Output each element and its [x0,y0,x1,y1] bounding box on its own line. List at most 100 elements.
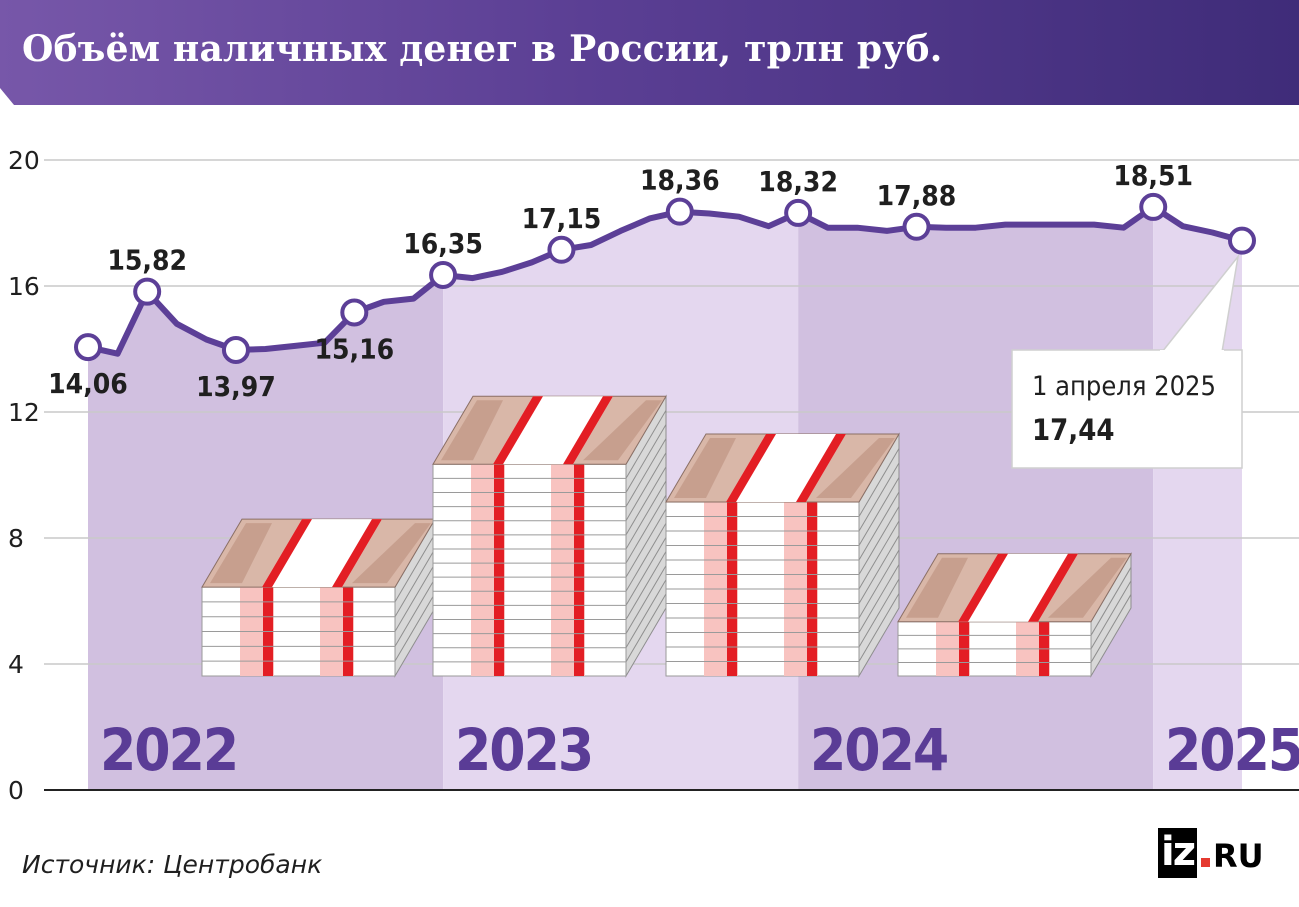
logo-dot [1201,857,1210,867]
stack-side-edge [625,480,667,550]
point-marker [340,298,369,327]
stack-side-edge [858,549,900,619]
page-title: Объём наличных денег в России, трлн руб. [22,28,943,70]
stack-side-edge [625,424,667,493]
stack-2022 [201,517,436,678]
banknote-portrait [441,400,503,461]
data-label: 17,15 [522,202,602,235]
stack-side-edge [858,506,900,575]
banknote-stacks [201,394,1132,678]
strap-stripe [574,464,584,676]
stack-side-edge [858,448,900,517]
y-tick-label: 8 [8,524,24,553]
year-label-2022: 2022 [100,716,237,784]
data-label: 16,35 [403,227,483,260]
y-tick-label: 4 [8,650,24,679]
stack-side-edge [858,535,900,604]
banknote-portrait [906,557,968,618]
stack-side-edge [625,438,667,507]
strap-top-edge [796,434,846,503]
data-label: 17,88 [877,179,957,212]
data-label: 18,51 [1113,159,1193,192]
stack-side-edge [625,551,667,620]
stack-side-edge [625,452,667,521]
stack-side-edge [394,548,436,617]
y-tick-label: 20 [8,146,40,175]
series-line [85,203,1245,357]
stack-side-edge [858,520,900,590]
stack-side-edge [394,592,436,662]
header-banner: Объём наличных денег в России, трлн руб. [0,0,1299,105]
point-markers [74,192,1256,364]
banknote-corner [352,523,431,584]
stack-side-edge [625,508,667,578]
y-tick-label: 16 [8,272,40,301]
point-marker [547,235,576,264]
stack-side-edge [858,578,900,648]
stack-side-edge [1090,580,1132,650]
point-marker [1139,192,1168,221]
last-value-callout: 1 апреля 2025 17,44 [1011,253,1243,469]
data-label: 14,06 [48,367,128,400]
logo-mark: iz [1158,828,1197,878]
stack-side-edge [1090,594,1132,663]
data-label: 15,82 [107,244,187,277]
callout-joint [1160,350,1224,354]
stack-side-edge [625,537,667,606]
year-label-2023: 2023 [455,716,592,784]
strap-top-edge [262,519,312,588]
point-marker [429,260,458,289]
stack-2025 [897,551,1132,678]
stack-side-edge [625,593,667,663]
strap-stripe [494,464,504,676]
callout-value: 17,44 [1032,413,1115,447]
strap-top-edge [726,434,776,503]
stack-side-edge [858,462,900,532]
strap-top-edge [958,553,1008,622]
stack-side-edge [625,494,667,564]
point-marker [74,333,102,362]
stack-side-edge [858,491,900,561]
point-marker [221,335,250,364]
point-marker [784,198,813,227]
year-labels: 2022 2023 2024 2025 [100,716,1299,784]
stack-2024 [665,432,900,678]
series-path [85,203,1245,357]
callout-box [1011,349,1243,469]
stack-side-edge [394,578,436,647]
data-labels: 14,06 15,82 13,97 15,16 16,35 17,15 18,36 18,32… [48,159,1193,403]
stack-side-edge [394,533,436,603]
stack-2023 [432,394,667,678]
strap-top-edge [332,519,382,588]
year-label-2025: 2025 [1165,716,1299,784]
stack-side-edge [625,410,667,479]
y-axis-ticks: 0 4 8 12 16 20 [8,146,40,805]
point-marker [1228,226,1256,255]
banknote-corner [583,400,662,461]
banknote-portrait [210,523,272,584]
stack-side-edge [858,564,900,633]
point-marker [665,197,694,226]
banknote-corner [816,438,895,499]
stack-side-edge [625,466,667,536]
stack-front [432,463,627,677]
point-marker [133,277,162,306]
banknote-corner [1048,557,1127,618]
stack-side-edge [394,563,436,632]
strap-top-edge [563,396,613,465]
y-tick-label: 0 [8,776,24,805]
stack-side-edge [625,579,667,649]
banknote-portrait [674,438,736,499]
y-tick-label: 12 [8,398,40,427]
stack-side-edge [1090,567,1132,636]
stack-side-edge [858,477,900,546]
logo-domain: RU [1213,837,1264,875]
callout-date: 1 апреля 2025 [1032,371,1216,402]
data-label: 18,36 [640,164,720,197]
year-label-2024: 2024 [810,716,947,784]
stack-side-edge [858,593,900,662]
point-marker [902,212,931,241]
stack-side-edge [625,565,667,634]
iz-logo: iz RU [1158,828,1264,878]
